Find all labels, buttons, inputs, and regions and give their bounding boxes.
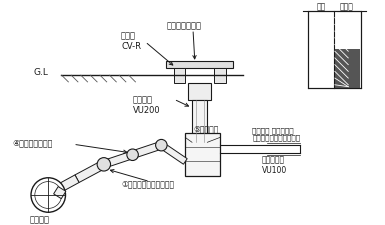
Polygon shape (159, 143, 187, 164)
Text: ①ゴム輪受口片受け直管: ①ゴム輪受口片受け直管 (121, 179, 174, 188)
Text: ④ゴム輪受口曲管: ④ゴム輪受口曲管 (13, 138, 53, 147)
Text: G.L: G.L (34, 68, 49, 76)
Text: 下水本管: 下水本管 (30, 214, 50, 223)
Bar (214, 69, 226, 83)
Bar (308, 12, 361, 88)
Bar (334, 50, 360, 88)
Polygon shape (54, 175, 79, 194)
Text: 公共ます ストレート
（下流側差しロタイプ）: 公共ます ストレート （下流側差しロタイプ） (253, 126, 301, 141)
Text: 内ふた
CV-R: 内ふた CV-R (121, 31, 141, 50)
Bar (174, 69, 185, 83)
Circle shape (97, 158, 110, 171)
Bar (166, 62, 233, 69)
Text: ⑤自在曲管: ⑤自在曲管 (193, 124, 218, 133)
Circle shape (156, 140, 167, 151)
Text: 公道: 公道 (317, 2, 326, 11)
Polygon shape (75, 161, 106, 183)
Text: 私有地: 私有地 (340, 2, 353, 11)
Bar (188, 83, 211, 101)
Polygon shape (131, 142, 162, 159)
Text: 宅内排水管
VU100: 宅内排水管 VU100 (262, 155, 287, 174)
Circle shape (127, 149, 138, 161)
Bar (192, 101, 208, 143)
Polygon shape (103, 151, 134, 168)
Bar (185, 133, 220, 176)
Circle shape (31, 178, 65, 212)
Text: 鋳鉄製防護ふた: 鋳鉄製防護ふた (166, 21, 201, 30)
Text: 立上り部
VU200: 立上り部 VU200 (132, 95, 160, 114)
Polygon shape (54, 187, 66, 199)
